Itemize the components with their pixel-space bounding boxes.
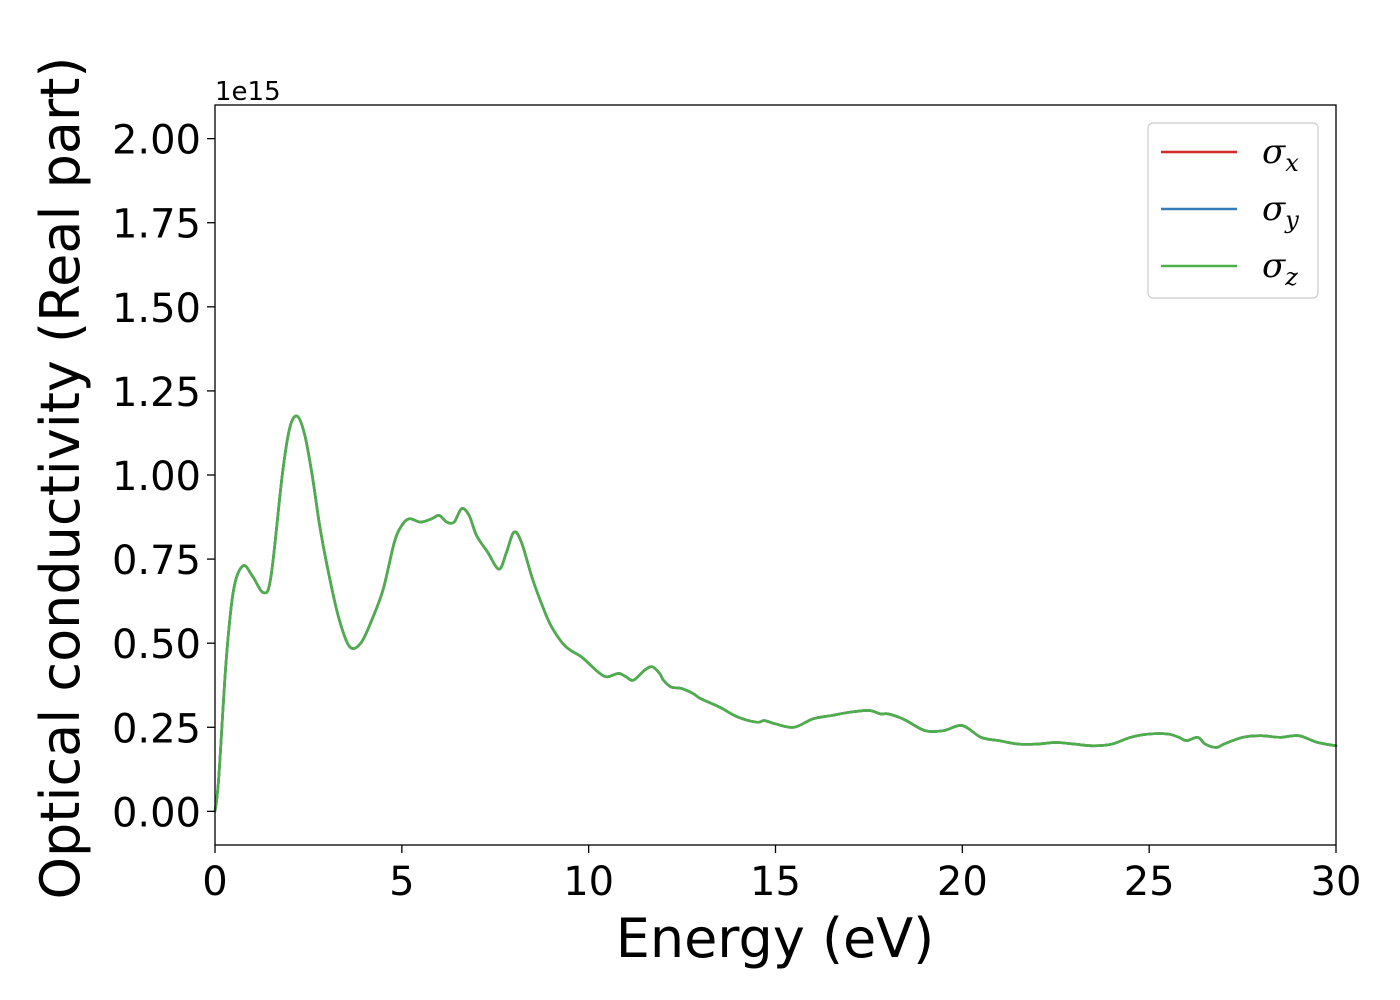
y-tick-label: 0.50 [112, 622, 201, 668]
series-layer [213, 414, 1338, 813]
legend-box [1147, 122, 1319, 299]
x-tick-label: 25 [1124, 859, 1175, 905]
y-tick-label: 1.25 [112, 370, 201, 416]
y-tick-label: 0.00 [112, 790, 201, 836]
x-tick-label: 10 [563, 859, 614, 905]
legend-label-x: σx [1262, 132, 1299, 177]
series-line-z [213, 414, 1338, 813]
y-tick-label: 2.00 [112, 118, 201, 164]
x-axis-ticks: 0 5 10 15 20 25 30 [202, 845, 1361, 905]
y-tick-label: 0.25 [112, 706, 201, 752]
y-tick-label: 0.75 [112, 538, 201, 584]
x-tick-label: 30 [1311, 859, 1362, 905]
x-tick-label: 20 [937, 859, 988, 905]
legend-label-z: σz [1262, 246, 1298, 291]
y-tick-label: 1.75 [112, 202, 201, 248]
x-tick-label: 0 [202, 859, 227, 905]
y-axis-label: Optical conductivity (Real part) [29, 57, 92, 900]
legend-label-y: σy [1262, 189, 1299, 234]
x-tick-label: 5 [389, 859, 414, 905]
x-tick-label: 15 [750, 859, 801, 905]
y-tick-label: 1.00 [112, 454, 201, 500]
x-axis-label: Energy (eV) [616, 907, 935, 970]
y-offset-label: 1e15 [215, 77, 281, 107]
y-axis-ticks: 0.00 0.25 0.50 0.75 1.00 1.25 1.50 1.75 2.00 [112, 118, 215, 836]
legend: σx σy σz [1147, 122, 1319, 299]
y-tick-label: 1.50 [112, 286, 201, 332]
